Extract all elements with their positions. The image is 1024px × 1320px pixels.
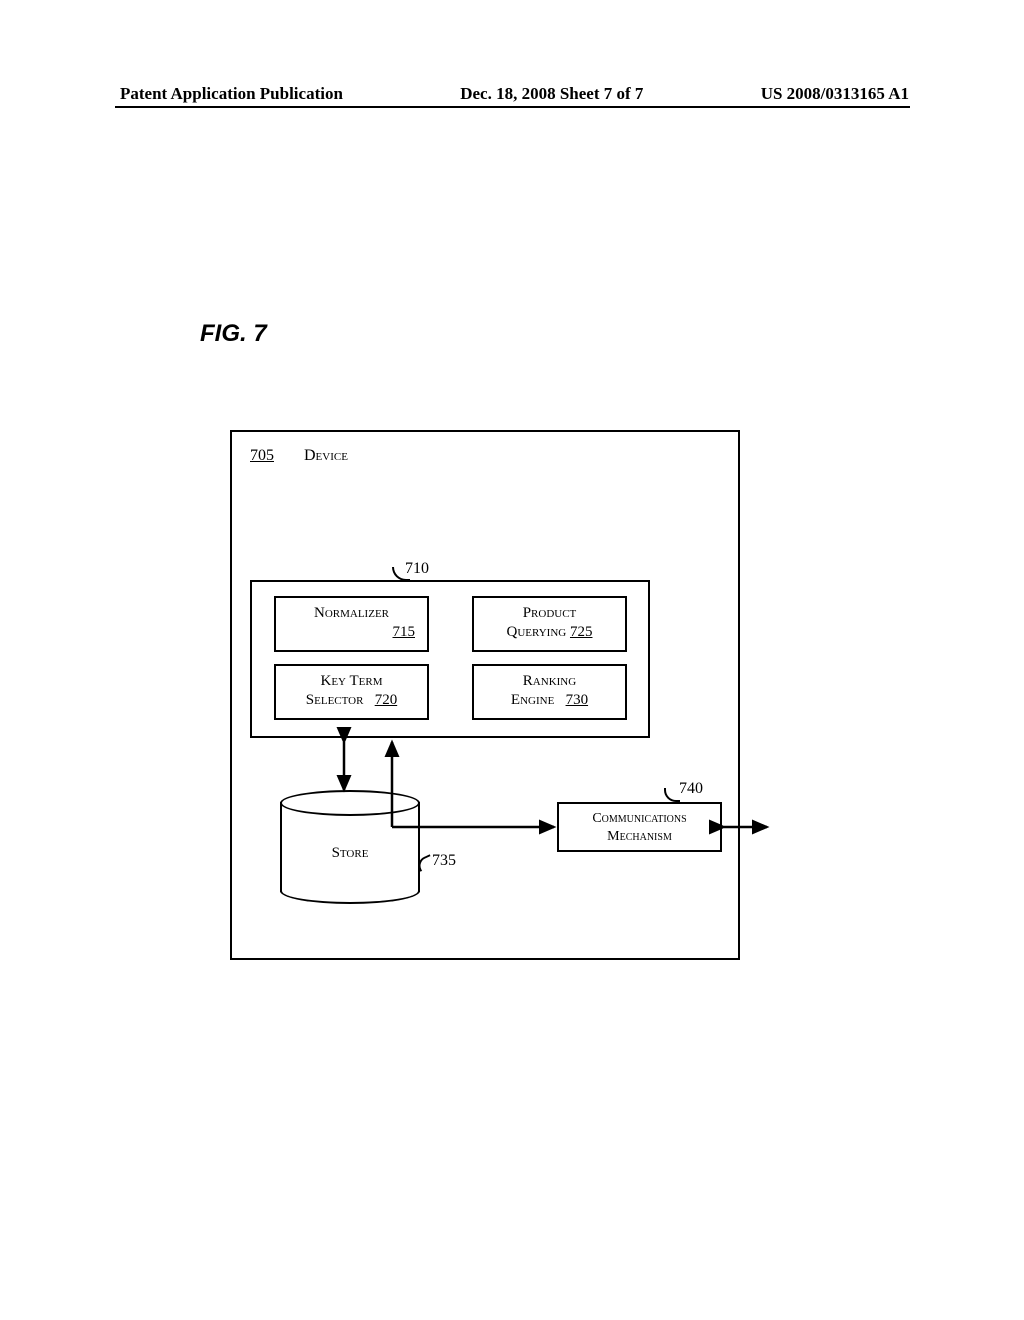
header-center: Dec. 18, 2008 Sheet 7 of 7 [460,84,643,104]
header-rule [115,106,910,108]
header-right: US 2008/0313165 A1 [761,84,909,104]
device-box: 705 Device 710 Normalizer 715 Key Term S… [230,430,740,960]
header-left: Patent Application Publication [120,84,343,104]
diagram: 705 Device 710 Normalizer 715 Key Term S… [230,430,740,970]
page-header: Patent Application Publication Dec. 18, … [0,84,1024,104]
connector-lines [232,432,772,972]
figure-label: FIG. 7 [200,320,267,348]
